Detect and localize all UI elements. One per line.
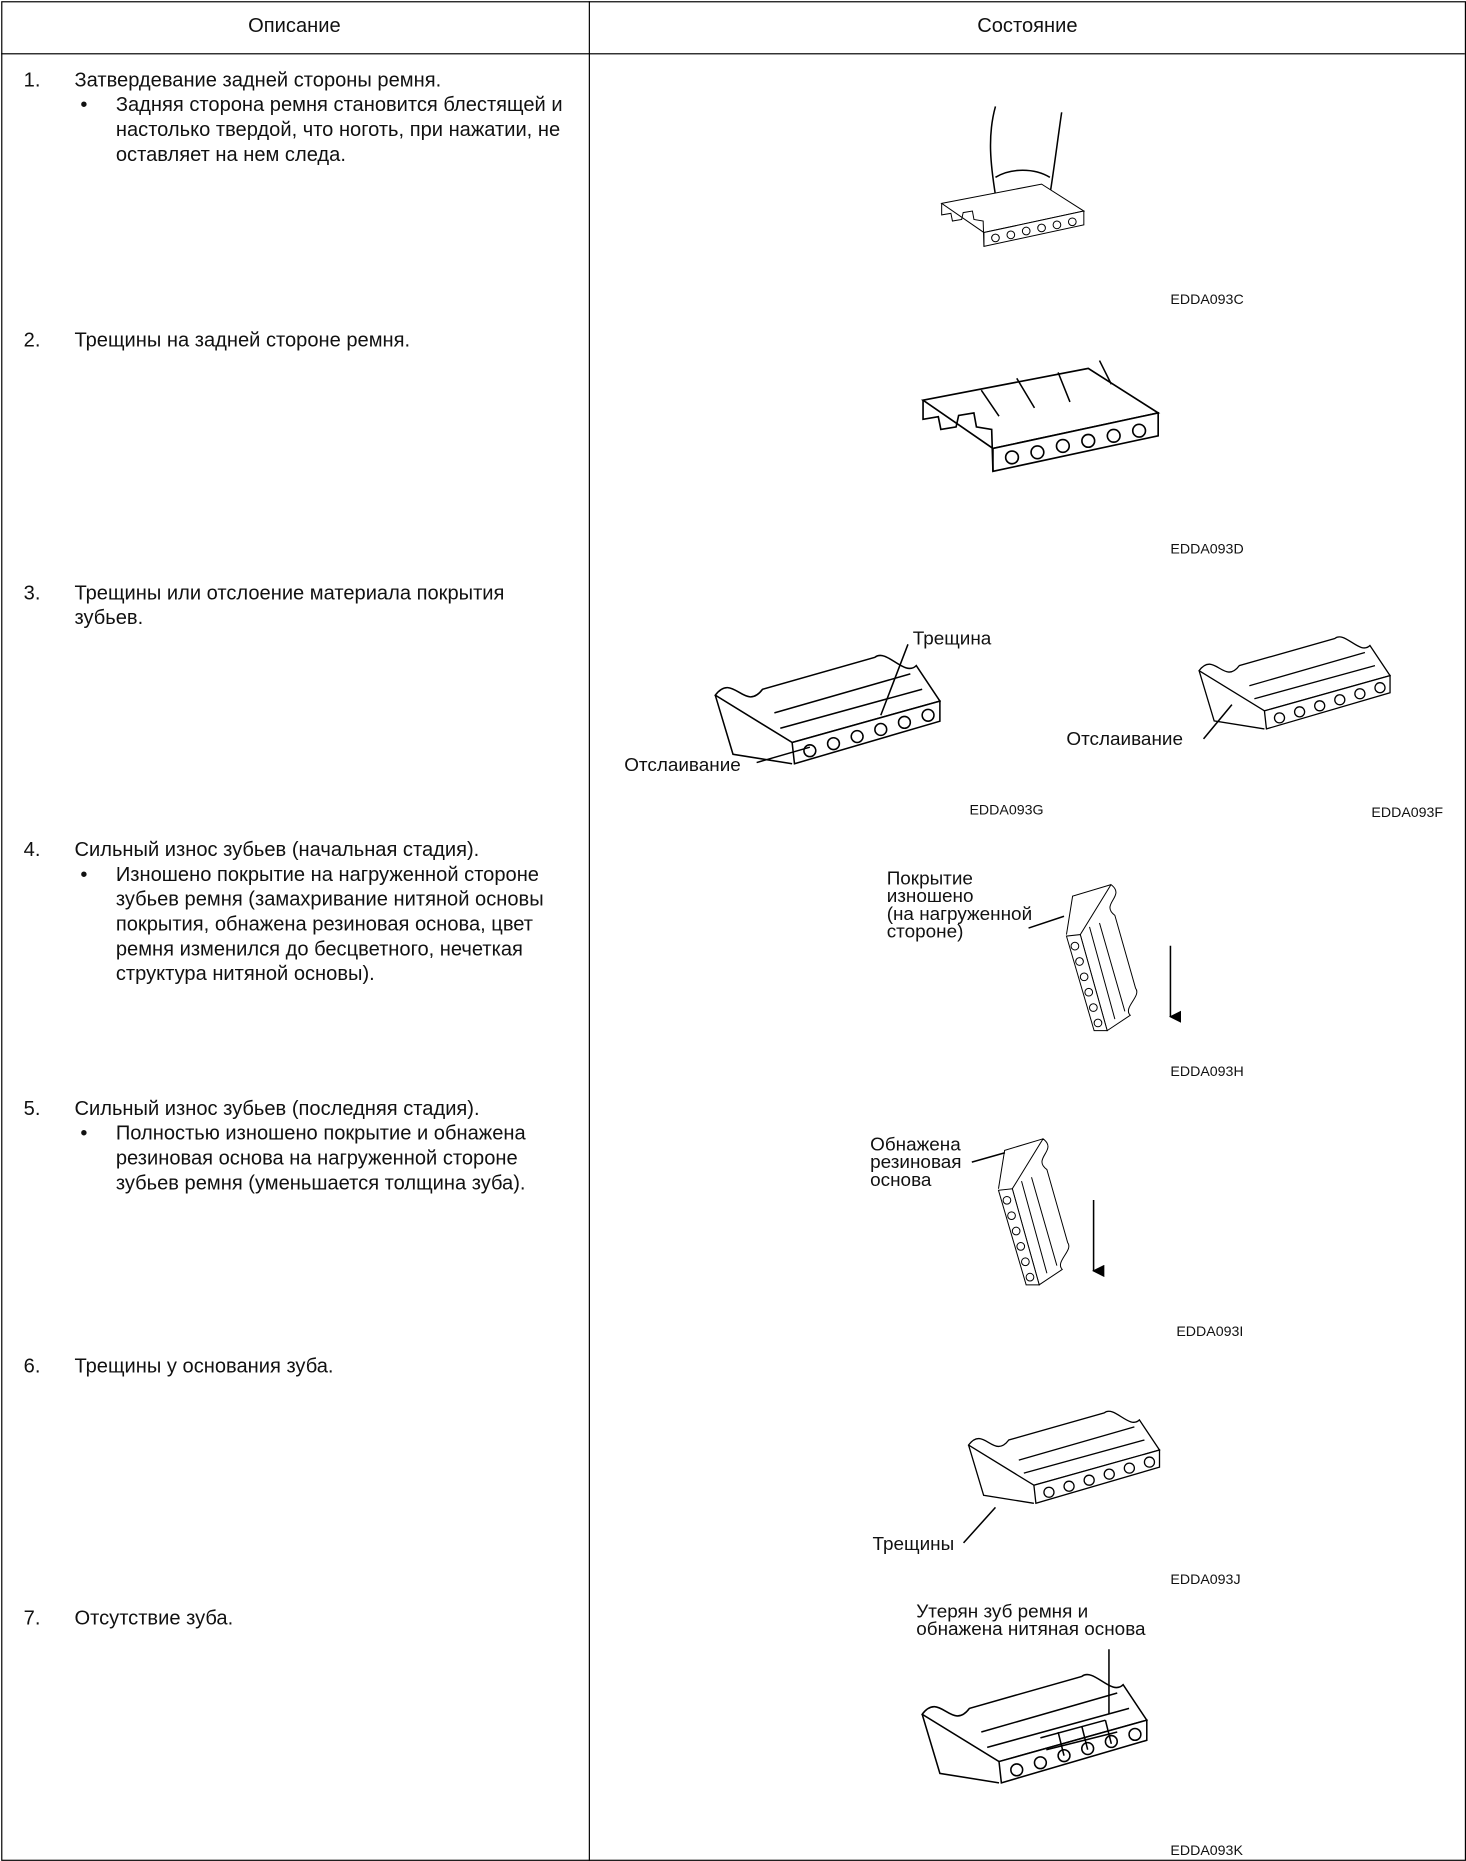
figure-label: основа <box>870 1170 932 1191</box>
belt <box>941 183 1085 247</box>
figure-label: стороне) <box>887 922 964 943</box>
figure-label: Утерян зуб ремня и <box>916 1601 1088 1622</box>
figure-code: EDDA093F <box>1371 805 1443 821</box>
column-header: Состояние <box>977 14 1078 37</box>
row-title: Трещины на задней стороне ремня. <box>74 328 411 352</box>
belt <box>1198 636 1391 730</box>
row-title: Сильный износ зубьев (последняя стадия). <box>74 1097 480 1120</box>
belt <box>921 1673 1148 1784</box>
figure-label: резиновая <box>870 1152 961 1173</box>
row-title: Трещины у основания зуба. <box>74 1354 334 1378</box>
figure-label: Отслаивание <box>624 755 741 776</box>
figure-code: EDDA093G <box>969 803 1043 819</box>
row-number: 4. <box>23 838 41 861</box>
row-number: 6. <box>23 1354 41 1378</box>
figure-code: EDDA093J <box>1170 1572 1240 1588</box>
belt <box>967 1410 1161 1505</box>
figure-code: EDDA093I <box>1176 1324 1243 1340</box>
belt <box>1065 883 1138 1032</box>
row-number: 2. <box>23 328 41 352</box>
bullet: • <box>80 93 88 116</box>
leader-line <box>971 1151 1094 1271</box>
leader-line <box>962 1506 997 1544</box>
figure-label: изношено <box>887 886 974 907</box>
bullet-text: Изношено покрытие на нагруженной стороне… <box>115 863 544 985</box>
figure-code: EDDA093K <box>1170 1843 1243 1859</box>
row-title: Трещины или отслоение материала покрытия… <box>74 581 505 629</box>
header-divider <box>1 53 1465 55</box>
figure-label: (на нагруженной <box>887 904 1032 925</box>
belt <box>997 1138 1070 1286</box>
bullet-text: Задняя сторона ремня становится блестяще… <box>115 93 563 166</box>
figure-code: EDDA093H <box>1170 1064 1243 1080</box>
exposed-cord <box>1040 1649 1118 1756</box>
belt <box>714 654 941 765</box>
bullet: • <box>80 863 88 886</box>
row-number: 3. <box>23 581 41 605</box>
row-title: Затвердевание задней стороны ремня. <box>74 68 442 92</box>
figure-label: Покрытие <box>887 868 973 889</box>
bullet-text: Полностью изношено покрытие и обнажена р… <box>115 1121 526 1195</box>
figure-label: обнажена нитяная основа <box>916 1619 1146 1640</box>
cracks <box>980 360 1113 417</box>
leader-line <box>756 644 1233 764</box>
row-number: 7. <box>23 1606 41 1630</box>
row-title: Сильный износ зубьев (начальная стадия). <box>74 838 480 861</box>
column-divider <box>588 1 590 1861</box>
figure-label: Трещины <box>873 1534 955 1555</box>
figure-label: Трещина <box>913 628 992 649</box>
figure-code: EDDA093D <box>1170 541 1243 557</box>
bullet: • <box>80 1121 88 1145</box>
figure-code: EDDA093C <box>1170 292 1243 308</box>
leader-line <box>1028 915 1171 1016</box>
column-header: Описание <box>248 14 341 37</box>
row-number: 5. <box>23 1097 41 1120</box>
belt <box>922 367 1160 473</box>
figure-label: Отслаивание <box>1066 729 1183 750</box>
fingernail <box>995 169 1051 178</box>
row-number: 1. <box>23 68 41 92</box>
figure-label: Обнажена <box>870 1134 961 1155</box>
row-title: Отсутствие зуба. <box>74 1606 234 1630</box>
